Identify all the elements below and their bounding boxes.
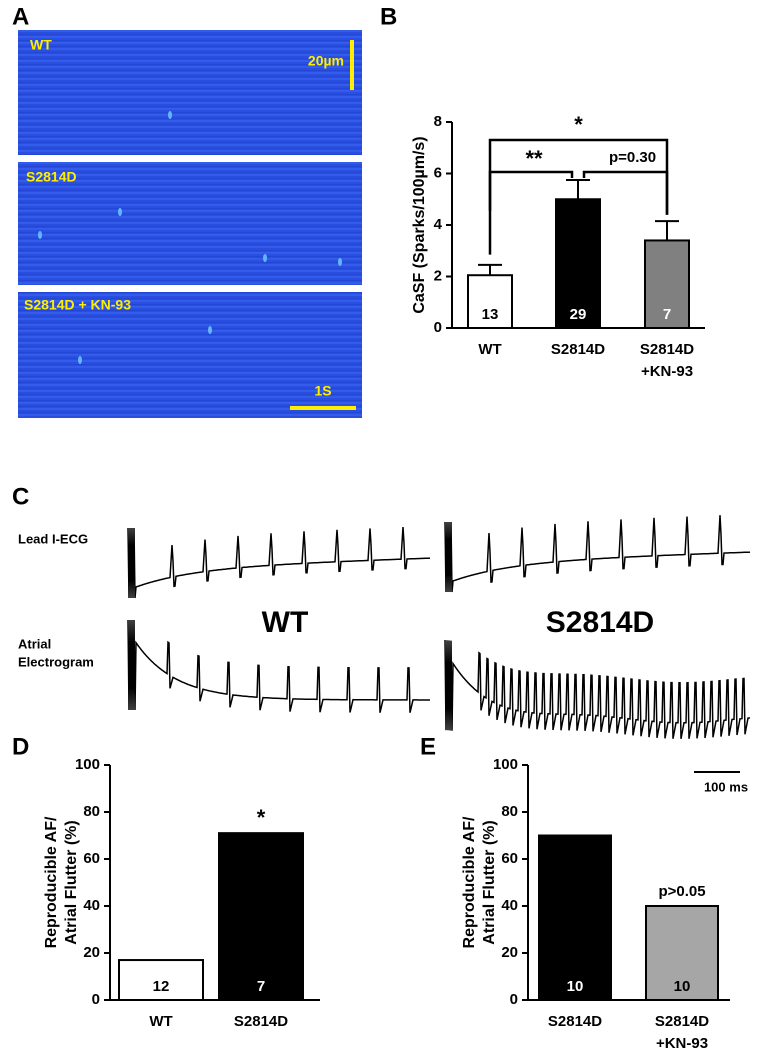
panel-label: C bbox=[12, 483, 29, 510]
trace bbox=[444, 639, 751, 739]
bar bbox=[645, 905, 719, 1001]
spark bbox=[263, 254, 267, 262]
row-label: Atrial bbox=[18, 636, 51, 651]
y-tick-label: 80 bbox=[83, 803, 100, 820]
y-tick-label: 60 bbox=[83, 850, 100, 867]
y-tick-label: 40 bbox=[501, 897, 518, 914]
y-axis-title: Atrial Flutter (%) bbox=[63, 820, 80, 944]
n-label: 7 bbox=[663, 306, 671, 323]
y-tick-label: 0 bbox=[92, 991, 100, 1008]
y-tick-label: 100 bbox=[75, 756, 100, 773]
x-tick-label: WT bbox=[478, 341, 501, 358]
spark bbox=[118, 208, 122, 216]
error-bar bbox=[478, 263, 502, 276]
n-label: 13 bbox=[482, 306, 499, 323]
row-label: Lead I-ECG bbox=[18, 531, 88, 546]
panel-label: E bbox=[420, 733, 436, 760]
y-tick-label: 20 bbox=[501, 944, 518, 961]
y-tick-label: 60 bbox=[501, 850, 518, 867]
panel-label: A bbox=[12, 3, 29, 30]
spark bbox=[338, 258, 342, 266]
y-axis-title: CaSF (Sparks/100µm/s) bbox=[411, 136, 428, 313]
significance: * bbox=[257, 805, 266, 830]
y-tick-label: 4 bbox=[434, 216, 443, 233]
spark bbox=[38, 231, 42, 239]
bar bbox=[118, 959, 204, 1001]
bar bbox=[538, 834, 612, 1001]
x-tick-label: S2814D bbox=[234, 1013, 288, 1030]
y-tick-label: 8 bbox=[434, 113, 442, 130]
x-tick-label: WT bbox=[149, 1013, 172, 1030]
image-label: S2814D + KN-93 bbox=[24, 297, 131, 313]
x-tick-label: S2814D bbox=[548, 1013, 602, 1030]
column-label: WT bbox=[262, 606, 309, 639]
n-label: 7 bbox=[257, 978, 265, 995]
significance: p>0.05 bbox=[658, 883, 705, 900]
error-bar bbox=[655, 220, 679, 241]
x-tick-label: S2814D bbox=[551, 341, 605, 358]
y-axis-title: Atrial Flutter (%) bbox=[481, 820, 498, 944]
significance: ** bbox=[525, 146, 543, 171]
y-tick-label: 80 bbox=[501, 803, 518, 820]
panel-label: D bbox=[12, 733, 29, 760]
n-label: 12 bbox=[153, 978, 170, 995]
panel-label: B bbox=[380, 3, 397, 30]
y-tick-label: 20 bbox=[83, 944, 100, 961]
y-tick-label: 2 bbox=[434, 267, 442, 284]
y-tick-label: 0 bbox=[434, 319, 442, 336]
bar bbox=[555, 198, 601, 329]
n-label: 10 bbox=[567, 978, 584, 995]
n-label: 29 bbox=[570, 306, 587, 323]
column-label: S2814D bbox=[546, 606, 654, 639]
line-scan bbox=[18, 162, 362, 285]
scale-label: 1S bbox=[314, 383, 331, 399]
significance: p=0.30 bbox=[609, 149, 656, 166]
x-tick-label: S2814D +KN-93 bbox=[640, 341, 694, 380]
error-bar bbox=[566, 178, 590, 200]
y-axis-title: Reproducible AF/ bbox=[461, 816, 478, 948]
y-tick-label: 0 bbox=[510, 991, 518, 1008]
significance: * bbox=[574, 112, 583, 137]
n-label: 10 bbox=[674, 978, 691, 995]
y-tick-label: 100 bbox=[493, 756, 518, 773]
bar bbox=[218, 832, 304, 1002]
row-label: Electrogram bbox=[18, 654, 94, 669]
trace bbox=[444, 515, 751, 593]
image-label: S2814D bbox=[26, 169, 77, 185]
bar bbox=[467, 274, 513, 329]
y-axis-title: Reproducible AF/ bbox=[43, 816, 60, 948]
x-tick-label: S2814D +KN-93 bbox=[655, 1013, 709, 1050]
scale-label: 20µm bbox=[308, 53, 344, 69]
line-scan bbox=[18, 292, 362, 418]
spark bbox=[78, 356, 82, 364]
trace bbox=[127, 619, 430, 713]
spark bbox=[168, 111, 172, 119]
line-scan bbox=[18, 30, 362, 155]
bracket bbox=[488, 170, 574, 255]
y-tick-label: 6 bbox=[434, 164, 442, 181]
bracket bbox=[582, 170, 669, 215]
scale-label: 100 ms bbox=[704, 779, 748, 794]
trace bbox=[127, 527, 431, 599]
y-tick-label: 40 bbox=[83, 897, 100, 914]
spark bbox=[208, 326, 212, 334]
image-label: WT bbox=[30, 37, 52, 53]
